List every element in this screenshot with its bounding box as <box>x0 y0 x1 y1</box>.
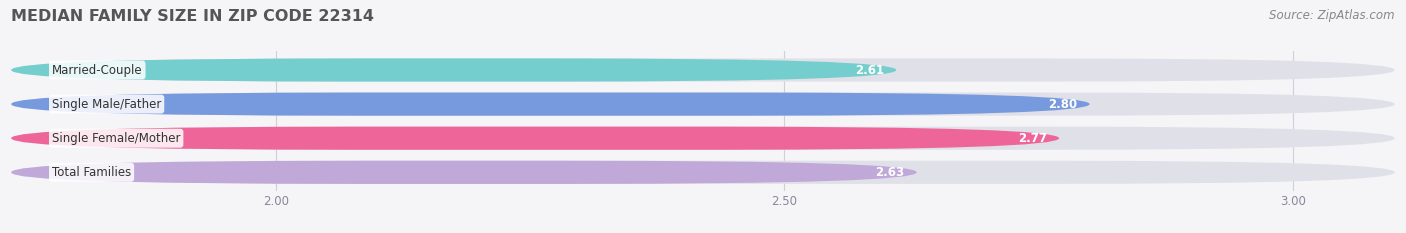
FancyBboxPatch shape <box>11 58 1395 82</box>
FancyBboxPatch shape <box>11 58 896 82</box>
Text: Married-Couple: Married-Couple <box>52 64 142 76</box>
FancyBboxPatch shape <box>11 127 1395 150</box>
Text: Single Male/Father: Single Male/Father <box>52 98 162 111</box>
Text: Single Female/Mother: Single Female/Mother <box>52 132 180 145</box>
Text: 2.80: 2.80 <box>1049 98 1077 111</box>
Text: Source: ZipAtlas.com: Source: ZipAtlas.com <box>1270 9 1395 22</box>
FancyBboxPatch shape <box>11 127 1059 150</box>
Text: MEDIAN FAMILY SIZE IN ZIP CODE 22314: MEDIAN FAMILY SIZE IN ZIP CODE 22314 <box>11 9 374 24</box>
FancyBboxPatch shape <box>11 93 1090 116</box>
FancyBboxPatch shape <box>11 93 1395 116</box>
FancyBboxPatch shape <box>11 161 917 184</box>
Text: 2.63: 2.63 <box>876 166 904 179</box>
FancyBboxPatch shape <box>11 161 1395 184</box>
Text: 2.61: 2.61 <box>855 64 884 76</box>
Text: 2.77: 2.77 <box>1018 132 1047 145</box>
Text: Total Families: Total Families <box>52 166 131 179</box>
